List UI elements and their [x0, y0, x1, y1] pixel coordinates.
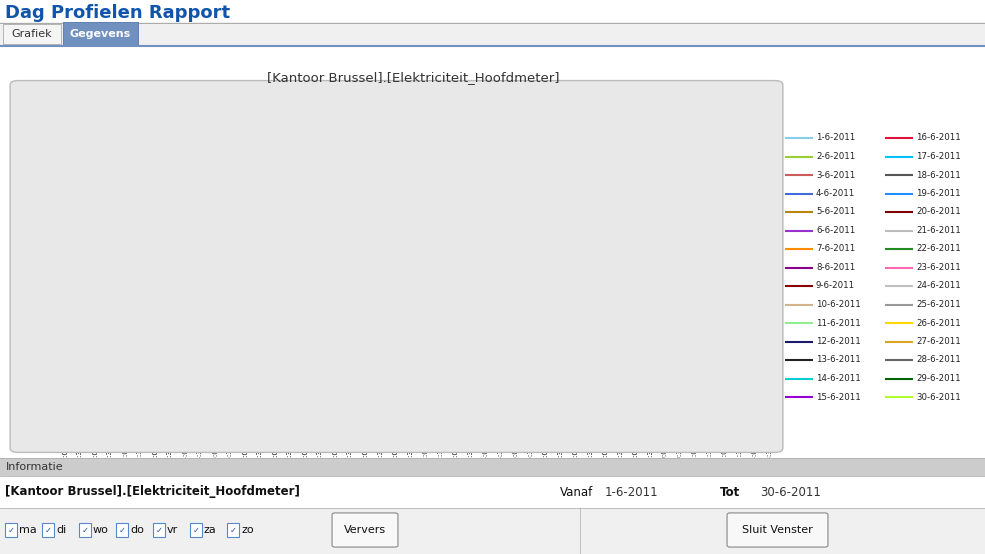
Text: Informatie: Informatie [6, 462, 64, 472]
Text: [Kantoor Brussel].[Elektriciteit_Hoofdmeter]: [Kantoor Brussel].[Elektriciteit_Hoofdme… [5, 485, 299, 499]
Y-axis label: kWh: kWh [26, 254, 36, 278]
Text: 22-6-2011: 22-6-2011 [916, 244, 960, 254]
Text: 4-6-2011: 4-6-2011 [816, 189, 855, 198]
Text: ✓: ✓ [156, 526, 163, 535]
Text: 15-6-2011: 15-6-2011 [816, 392, 861, 402]
Text: 12-6-2011: 12-6-2011 [816, 337, 861, 346]
Text: 11-6-2011: 11-6-2011 [816, 319, 861, 327]
Text: di: di [56, 525, 66, 535]
Text: vr: vr [167, 525, 178, 535]
Text: 30-6-2011: 30-6-2011 [916, 392, 960, 402]
Text: Dag Profielen Rapport: Dag Profielen Rapport [5, 4, 230, 22]
Text: Vanaf: Vanaf [560, 485, 593, 499]
Text: ✓: ✓ [82, 526, 89, 535]
Text: [Kantoor Brussel].[Elektriciteit_Hoofdmeter]: [Kantoor Brussel].[Elektriciteit_Hoofdme… [268, 71, 559, 85]
Text: Gegevens: Gegevens [69, 29, 131, 39]
Text: 23-6-2011: 23-6-2011 [916, 263, 960, 272]
Text: Tot: Tot [720, 485, 741, 499]
Text: ✓: ✓ [8, 526, 15, 535]
Text: 28-6-2011: 28-6-2011 [916, 356, 960, 365]
Text: 21-6-2011: 21-6-2011 [916, 226, 960, 235]
Text: 9-6-2011: 9-6-2011 [816, 281, 855, 290]
Text: 2-6-2011: 2-6-2011 [816, 152, 855, 161]
Text: ✓: ✓ [118, 526, 125, 535]
Text: 20-6-2011: 20-6-2011 [916, 208, 960, 217]
Text: 17-6-2011: 17-6-2011 [916, 152, 960, 161]
Text: ✓: ✓ [192, 526, 200, 535]
Text: wo: wo [93, 525, 109, 535]
Text: 18-6-2011: 18-6-2011 [916, 171, 960, 179]
Text: zo: zo [241, 525, 253, 535]
Text: 27-6-2011: 27-6-2011 [916, 337, 960, 346]
Text: 5-6-2011: 5-6-2011 [816, 208, 855, 217]
Text: 8-6-2011: 8-6-2011 [816, 263, 855, 272]
Text: ✓: ✓ [230, 526, 236, 535]
Text: 13-6-2011: 13-6-2011 [816, 356, 861, 365]
Text: 30-6-2011: 30-6-2011 [760, 485, 821, 499]
Text: 1-6-2011: 1-6-2011 [605, 485, 659, 499]
Text: 29-6-2011: 29-6-2011 [916, 374, 960, 383]
Text: do: do [130, 525, 144, 535]
Text: ma: ma [19, 525, 36, 535]
Text: 24-6-2011: 24-6-2011 [916, 281, 960, 290]
Text: 14-6-2011: 14-6-2011 [816, 374, 861, 383]
Text: 19-6-2011: 19-6-2011 [916, 189, 960, 198]
Text: 25-6-2011: 25-6-2011 [916, 300, 960, 309]
Text: 1-6-2011: 1-6-2011 [816, 134, 855, 142]
Text: Grafiek: Grafiek [12, 29, 52, 39]
Text: 26-6-2011: 26-6-2011 [916, 319, 960, 327]
Text: 10-6-2011: 10-6-2011 [816, 300, 861, 309]
Text: 7-6-2011: 7-6-2011 [816, 244, 855, 254]
Text: ✓: ✓ [44, 526, 51, 535]
Text: 3-6-2011: 3-6-2011 [816, 171, 855, 179]
Text: Ververs: Ververs [344, 525, 386, 535]
Text: 6-6-2011: 6-6-2011 [816, 226, 855, 235]
Text: 16-6-2011: 16-6-2011 [916, 134, 960, 142]
Text: Sluit Venster: Sluit Venster [742, 525, 813, 535]
Text: za: za [204, 525, 217, 535]
